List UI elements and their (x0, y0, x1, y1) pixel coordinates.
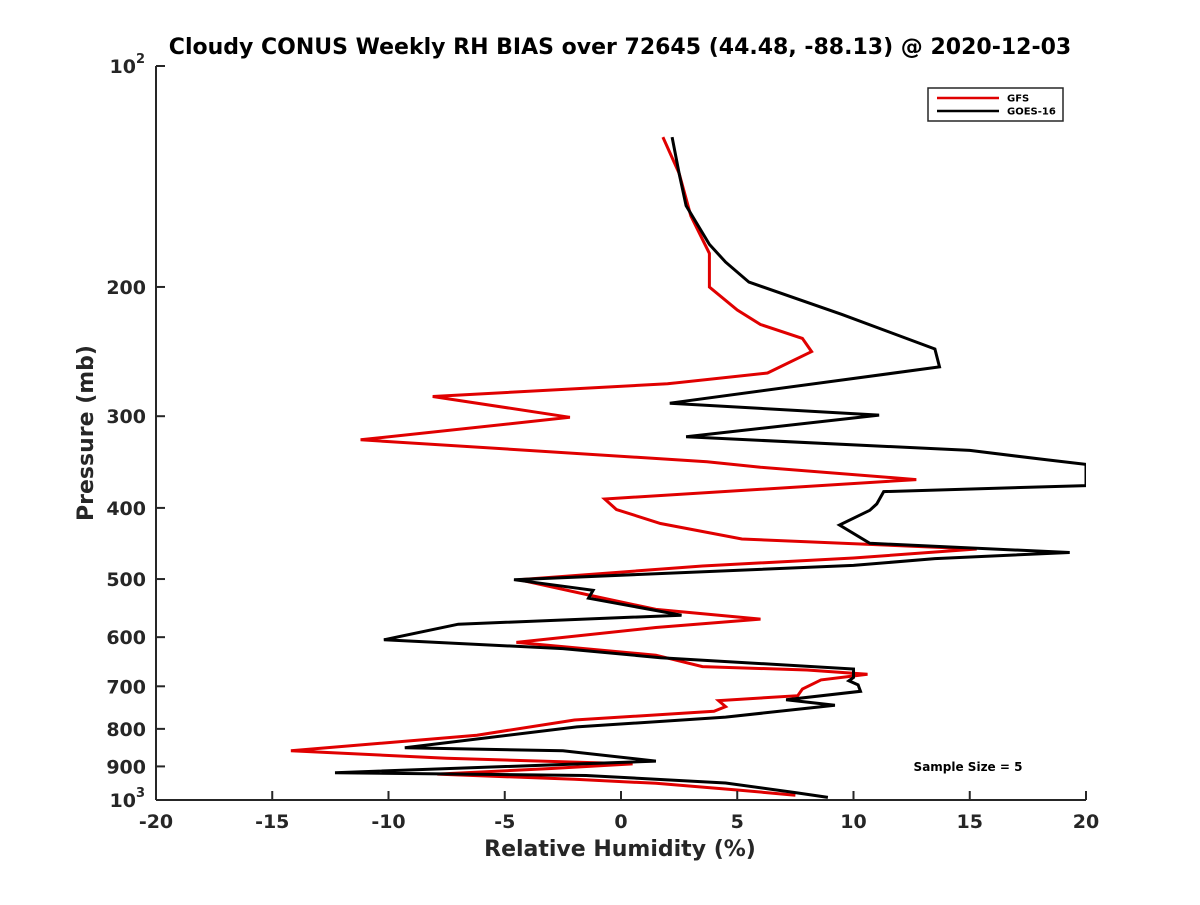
legend-box (927, 87, 1064, 122)
y-tick-label: 800 (106, 719, 146, 741)
y-tick-label: 200 (106, 277, 146, 299)
y-axis-label: Pressure (mb) (74, 345, 99, 521)
y-tick-label: 400 (106, 498, 146, 520)
x-tick-label: -5 (494, 811, 515, 833)
plot-area (156, 66, 1086, 800)
y-tick-label: 10 (110, 790, 136, 812)
series-line-gfs (290, 136, 977, 797)
series-layer (290, 136, 1086, 799)
y-tick-label: 10 (110, 56, 136, 78)
y-tick-label: 500 (106, 569, 146, 591)
y-tick-label: 300 (106, 406, 146, 428)
x-tick-label: 5 (731, 811, 744, 833)
x-axis-label: Relative Humidity (%) (484, 837, 756, 862)
x-tick-label: 0 (614, 811, 627, 833)
x-tick-label: 15 (957, 811, 983, 833)
x-tick-label: 10 (840, 811, 866, 833)
y-tick-label: 600 (106, 627, 146, 649)
x-tick-label: -20 (139, 811, 173, 833)
x-tick-label: -15 (255, 811, 289, 833)
series-line-goes-16 (334, 136, 1086, 799)
x-tick-label: -10 (371, 811, 405, 833)
chart-title: Cloudy CONUS Weekly RH BIAS over 72645 (… (169, 35, 1071, 60)
y-tick-label: 900 (106, 756, 146, 778)
y-tick-exponent: 2 (136, 52, 145, 67)
legend-label: GFS (1007, 94, 1029, 105)
x-tick-label: 20 (1073, 811, 1099, 833)
sample-size-annotation: Sample Size = 5 (914, 760, 1023, 774)
legend: GFS GOES-16 (927, 87, 1064, 122)
y-tick-exponent: 3 (136, 786, 145, 801)
legend-label: GOES-16 (1007, 107, 1056, 118)
y-tick-label: 700 (106, 676, 146, 698)
